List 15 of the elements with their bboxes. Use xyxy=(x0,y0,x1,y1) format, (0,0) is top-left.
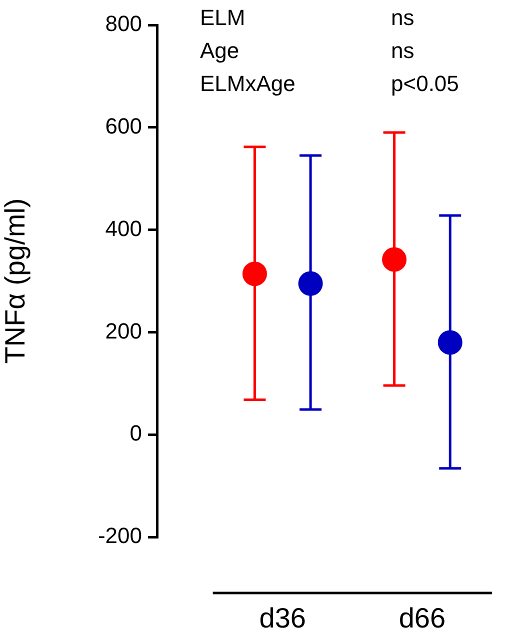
annotation: ns xyxy=(391,5,414,30)
y-tick-label: 800 xyxy=(105,11,142,36)
y-tick-label: -200 xyxy=(98,523,142,548)
y-axis-title: TNFα (pg/ml) xyxy=(0,198,31,364)
y-tick-label: 200 xyxy=(105,318,142,344)
x-tick-label: d66 xyxy=(398,602,446,634)
annotation: Age xyxy=(200,38,240,64)
annotation: ELMxAge xyxy=(200,71,296,96)
y-tick-label: 0 xyxy=(130,420,142,446)
x-tick-label: d36 xyxy=(259,602,306,634)
y-tick-label: 400 xyxy=(105,216,142,241)
annotation: p<0.05 xyxy=(391,71,459,96)
annotation: ELM xyxy=(200,5,246,30)
y-tick-label: 600 xyxy=(105,113,142,138)
annotation: ns xyxy=(391,38,414,64)
